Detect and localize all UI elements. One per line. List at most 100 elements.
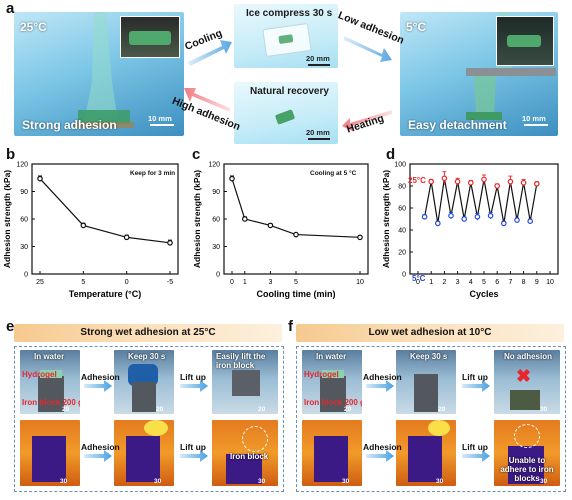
f-tile3-scale: 30 mm <box>540 406 552 414</box>
e-tile-keep-30s: Keep 30 s 20 mm <box>114 350 174 414</box>
e-lift-label-top: Lift up <box>180 372 206 382</box>
series-0-point <box>481 176 487 183</box>
e-adhesion-label-top: Adhesion <box>81 372 120 382</box>
e-ir-iron-label: Iron block <box>230 452 269 461</box>
x-tick-label: 6 <box>495 279 499 286</box>
series-point <box>357 234 363 241</box>
y-tick-label: 30 <box>212 244 220 251</box>
x-axis-label: Temperature (°C) <box>69 289 141 299</box>
y-tick-label: 20 <box>398 250 406 257</box>
e-ir-highlight-circle <box>242 426 268 452</box>
y-tick-label: 60 <box>398 206 406 213</box>
y-tick-label: 0 <box>216 272 220 279</box>
e-ir2-scale: 30 mm <box>154 478 166 486</box>
x-tick-label: 25 <box>36 279 44 286</box>
series-1-point <box>474 214 481 220</box>
panel-f-arrows <box>366 380 490 462</box>
e-tile1-scale: 20 mm <box>62 406 74 414</box>
e-adhesion-label-bottom: Adhesion <box>81 442 120 452</box>
x-axis-label: Cycles <box>469 289 498 299</box>
cycle-line <box>424 178 538 224</box>
y-tick-label: 60 <box>20 217 28 224</box>
photo-natural-recovery: Natural recovery 20 mm <box>234 82 338 144</box>
panel-e-frame <box>14 346 284 492</box>
right-photo-scale-label: 10 mm <box>522 114 546 123</box>
f-keep-label: Keep 30 s <box>410 352 448 361</box>
y-tick-label: 0 <box>24 272 28 279</box>
x-tick-label: 0 <box>125 279 129 286</box>
x-tick-label: 9 <box>535 279 539 286</box>
e-lift-label-bottom: Lift up <box>180 442 206 452</box>
x-tick-label: 10 <box>546 279 554 286</box>
panel-e-banner: Strong wet adhesion at 25°C <box>14 324 282 342</box>
e-in-water-label: In water <box>34 352 65 361</box>
series-0-point <box>494 183 501 189</box>
e-ir-tile-3: Iron block 30 mm <box>212 420 278 486</box>
left-photo-scalebar <box>150 124 174 126</box>
series-0-point <box>534 180 540 187</box>
x-tick-label: 4 <box>469 279 473 286</box>
chart-b-temperature: 0 30 60 90 120 25 5 0 -5 Temperature (°C) Adhesion… <box>2 162 179 299</box>
series-point <box>241 216 248 222</box>
x-tick-label: 10 <box>356 279 364 286</box>
panel-f-letter: f <box>288 318 293 335</box>
series-0-point <box>454 178 461 185</box>
inset-photo <box>120 16 180 58</box>
panel-d-letter: d <box>386 146 396 163</box>
f-ir3-scale: 30 mm <box>540 478 552 486</box>
series-line <box>231 178 361 238</box>
cooling-arrow <box>188 40 232 66</box>
series-0-point <box>441 175 448 182</box>
series-point <box>80 222 87 229</box>
panel-e-arrows <box>84 380 208 462</box>
chart-c-cooling-time: 0 30 60 90 120 0 1 3 5 10 Cooling time (min) Adhesi… <box>192 162 369 299</box>
left-photo-scale-label: 10 mm <box>148 114 172 123</box>
y-tick-label: 90 <box>20 189 28 196</box>
series-point <box>37 175 43 182</box>
e-keep-label: Keep 30 s <box>128 352 166 361</box>
y-tick-label: 80 <box>398 184 406 191</box>
f-tile1-scale: 20 mm <box>344 406 356 414</box>
right-inset-photo <box>496 16 554 66</box>
f-tile-keep-30s: Keep 30 s 20 mm <box>396 350 456 414</box>
x-tick-label: 5 <box>482 279 486 286</box>
series-1-point <box>461 216 468 222</box>
bottom-photo-caption: Natural recovery <box>250 86 329 97</box>
e-tile-in-water: In water Hydrogel Iron block 200 g 20 mm <box>20 350 80 414</box>
low-adhesion-arrow <box>344 36 392 62</box>
bottom-photo-scalebar <box>308 138 330 140</box>
e-iron-block-label: Iron block 200 g <box>22 398 80 407</box>
f-iron-block-label: Iron block 200 g <box>304 398 362 407</box>
series-0-point <box>507 178 514 185</box>
y-tick-label: 100 <box>394 162 406 169</box>
panel-a-arrows <box>184 36 392 132</box>
y-tick-label: 90 <box>212 189 220 196</box>
e-ir3-scale: 30 mm <box>258 478 270 486</box>
x-tick-label: 3 <box>456 279 460 286</box>
e-ir1-scale: 30 mm <box>60 478 72 486</box>
e-ir-tile-1: 30 mm <box>20 420 80 486</box>
x-tick-label: 1 <box>429 279 433 286</box>
f-ir-tile-1: 30 mm <box>302 420 362 486</box>
x-tick-label: 8 <box>522 279 526 286</box>
high-adhesion-arrow <box>184 88 230 112</box>
f-ir2-scale: 30 mm <box>436 478 448 486</box>
series-1-point <box>448 212 454 219</box>
series-line <box>39 178 171 244</box>
series-1-point <box>527 218 534 225</box>
y-tick-label: 40 <box>398 228 406 235</box>
y-axis-label: Adhesion strength (kPa) <box>2 170 12 268</box>
x-tick-label: 5 <box>81 279 85 286</box>
f-ir-unable-label: Unable to adhere to iron blocks <box>500 456 554 483</box>
x-tick-label: 3 <box>268 279 272 286</box>
series-point <box>293 231 299 238</box>
f-in-water-label: In water <box>316 352 347 361</box>
f-lift-label-top: Lift up <box>462 372 488 382</box>
f-ir1-scale: 30 mm <box>342 478 354 486</box>
heating-arrow <box>342 110 392 132</box>
chart-d-label-low: 5°C <box>412 274 426 283</box>
series-1-point <box>487 212 494 219</box>
chart-b-note: Keep for 3 min <box>130 170 176 177</box>
series-point <box>267 222 274 229</box>
f-hydrogel-label: Hydrogel <box>304 370 339 379</box>
